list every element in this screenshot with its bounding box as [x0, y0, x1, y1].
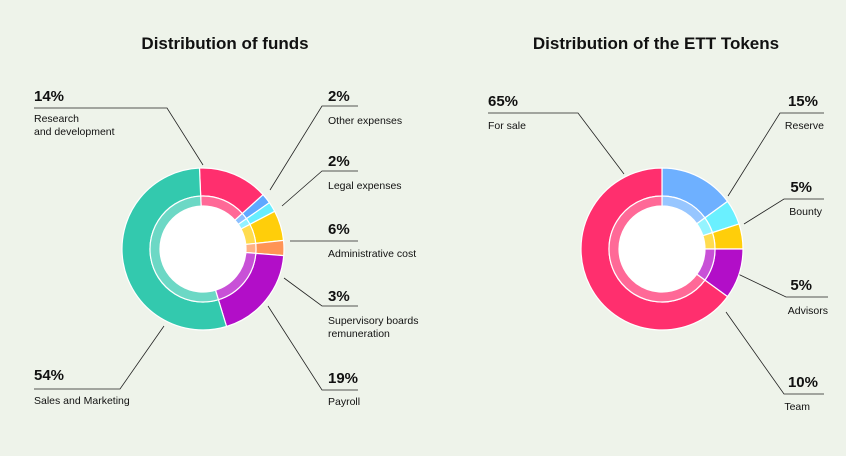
funds-leader-other: [269, 105, 358, 191]
tokens-pct-sale: 65%: [488, 93, 518, 110]
funds-pct-legal: 2%: [328, 153, 350, 170]
tokens-pct-bounty: 5%: [790, 179, 812, 196]
funds-leader-legal: [281, 170, 358, 207]
tokens-leader-bounty: [743, 198, 824, 225]
tokens-label-sale: For sale: [488, 120, 526, 132]
funds-pct-other: 2%: [328, 88, 350, 105]
funds-pct-payroll: 19%: [328, 370, 358, 387]
funds-label-research-line1: Research: [34, 113, 79, 125]
funds-pct-admin: 6%: [328, 221, 350, 238]
funds-pct-research: 14%: [34, 88, 64, 105]
funds-label-sales: Sales and Marketing: [34, 395, 130, 407]
funds-donut-hole: [160, 206, 246, 292]
tokens-leader-team: [725, 311, 824, 395]
tokens-donut-hole: [619, 206, 705, 292]
funds-leader-supervisory: [283, 277, 358, 307]
funds-label-research-line2: and development: [34, 126, 115, 138]
funds-leader-payroll: [267, 305, 358, 391]
tokens-leader-advisors: [737, 273, 828, 298]
donut-layer: [121, 167, 744, 331]
funds-label-admin: Administrative cost: [328, 248, 416, 260]
funds-label-supervisory-line1: Supervisory boards: [328, 315, 418, 327]
funds-chart-title: Distribution of funds: [141, 34, 308, 53]
tokens-pct-advisors: 5%: [790, 277, 812, 294]
funds-label-legal: Legal expenses: [328, 180, 402, 192]
funds-label-supervisory-line2: remuneration: [328, 328, 390, 340]
tokens-chart-title: Distribution of the ETT Tokens: [533, 34, 779, 53]
tokens-leader-sale: [488, 112, 625, 175]
tokens-label-reserve: Reserve: [785, 120, 824, 132]
tokens-label-advisors: Advisors: [788, 305, 828, 317]
tokens-pct-team: 10%: [788, 374, 818, 391]
tokens-pct-reserve: 15%: [788, 93, 818, 110]
tokens-leader-reserve: [727, 112, 824, 197]
funds-label-other: Other expenses: [328, 115, 402, 127]
funds-slice-inner-supervisory-boards-remuneration: [245, 242, 257, 254]
funds-leader-research: [34, 107, 204, 166]
tokens-label-bounty: Bounty: [789, 206, 822, 218]
funds-pct-sales: 54%: [34, 367, 64, 384]
funds-label-payroll: Payroll: [328, 396, 360, 408]
tokens-label-team: Team: [784, 401, 810, 413]
funds-pct-supervisory: 3%: [328, 288, 350, 305]
funds-leader-sales: [34, 325, 165, 390]
